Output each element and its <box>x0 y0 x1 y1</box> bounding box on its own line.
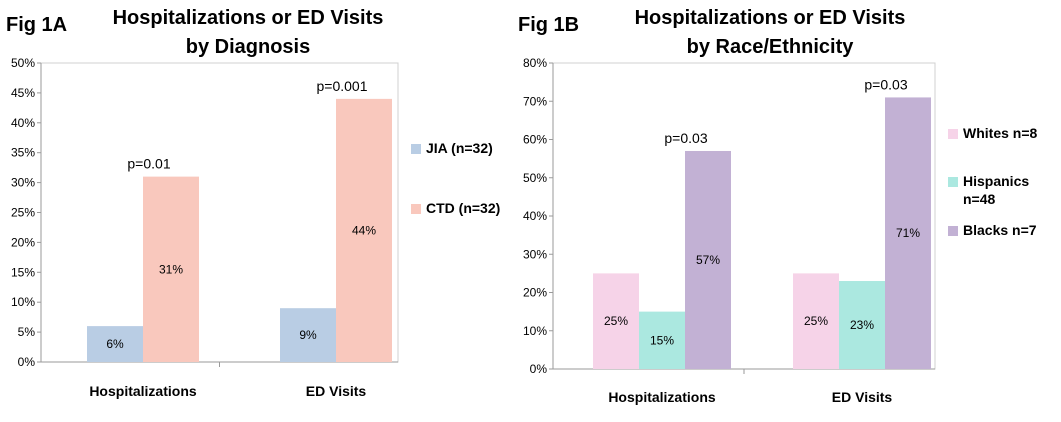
fig-1a-bar-jia-ed-visits <box>280 308 336 362</box>
fig-1a-y-tick-label: 45% <box>11 86 35 100</box>
fig-1b-legend-label: Hispanics <box>963 173 1029 189</box>
fig-1a-title-line-1: Hospitalizations or ED Visits <box>113 7 384 29</box>
fig-1b-category-label: Hospitalizations <box>608 389 716 405</box>
fig-1b-y-tick-label: 0% <box>530 362 548 376</box>
fig-1b-title-line-1: Hospitalizations or ED Visits <box>635 7 906 29</box>
fig-1a-legend-swatch <box>411 144 421 154</box>
fig-1a-title-line-2: by Diagnosis <box>186 36 310 58</box>
fig-1a-p-value: p=0.01 <box>127 156 170 172</box>
fig-1b-bar-whites-hospitalizations <box>593 273 639 369</box>
fig-1a-data-label: 9% <box>299 328 317 342</box>
fig-1a-y-tick-label: 5% <box>18 325 36 339</box>
fig-1a-legend-label: JIA (n=32) <box>426 140 493 156</box>
fig-1a-bar-ctd-ed-visits <box>336 98 392 362</box>
fig-1a-y-tick-label: 10% <box>11 295 35 309</box>
fig-1a-bar-jia-hospitalizations <box>87 326 143 362</box>
fig-1b-data-label: 71% <box>896 226 920 240</box>
fig-1b-y-tick-label: 40% <box>523 209 547 223</box>
fig-1a-bar-ctd-hospitalizations <box>143 176 199 362</box>
fig-1a-y-tick-label: 15% <box>11 265 35 279</box>
fig-1b-legend-label: n=48 <box>963 191 996 207</box>
fig-1b-p-value: p=0.03 <box>864 76 907 92</box>
fig-1b-bar-hispanics-hospitalizations <box>639 311 685 369</box>
fig-1b-data-label: 15% <box>650 333 674 347</box>
fig-1b-legend-swatch <box>948 177 958 187</box>
fig-1b-category-label: ED Visits <box>832 389 893 405</box>
fig-1b-bar-blacks-ed-visits <box>885 97 931 370</box>
fig-1a-category-label: ED Visits <box>306 383 367 399</box>
fig-1b-bar-blacks-hospitalizations <box>685 150 731 369</box>
fig-1a-y-tick-label: 50% <box>11 56 35 70</box>
fig-1b-bar-whites-ed-visits <box>793 273 839 369</box>
fig-1a-legend-swatch <box>411 204 421 214</box>
fig-1b-y-tick-label: 20% <box>523 286 547 300</box>
fig-1b-p-value: p=0.03 <box>664 130 707 146</box>
fig-1b-legend-swatch <box>948 226 958 236</box>
fig-1a-y-tick-label: 30% <box>11 176 35 190</box>
fig-1a-p-value: p=0.001 <box>317 78 368 94</box>
fig-1b-legend-label: Blacks n=7 <box>963 222 1037 238</box>
fig-1a-data-label: 6% <box>106 337 124 351</box>
fig-1a-y-tick-label: 25% <box>11 206 35 220</box>
fig-1a-category-label: Hospitalizations <box>89 383 197 399</box>
fig-1b-label: Fig 1B <box>518 14 579 36</box>
fig-1b-legend-label: Whites n=8 <box>963 125 1038 141</box>
fig-1a-data-label: 31% <box>159 262 183 276</box>
fig-1a-y-tick-label: 20% <box>11 235 35 249</box>
fig-1b-y-tick-label: 60% <box>523 133 547 147</box>
fig-1a-y-tick-label: 35% <box>11 146 35 160</box>
chart-1b: 0% 10% 20% 30% 40% 50% 60% 70% 80% Hospitalizatio… <box>523 56 1038 405</box>
fig-1a-y-tick-label: 40% <box>11 116 35 130</box>
fig-1b-y-tick-label: 80% <box>523 56 547 70</box>
fig-1b-data-label: 25% <box>804 314 828 328</box>
fig-1b-bar-hispanics-ed-visits <box>839 281 885 369</box>
chart-1a: 0% 5% 10% 15% 20% 25% 30% 35% 40% 45% 50% Hospitali… <box>11 56 500 399</box>
fig-1a-y-tick-label: 0% <box>18 355 36 369</box>
fig-1a-data-label: 44% <box>352 223 376 237</box>
fig-1b-y-tick-label: 10% <box>523 324 547 338</box>
fig-1a-label: Fig 1A <box>6 14 67 36</box>
fig-1b-data-label: 23% <box>850 318 874 332</box>
fig-1b-y-tick-label: 50% <box>523 171 547 185</box>
fig-1a-legend-label: CTD (n=32) <box>426 200 500 216</box>
fig-1b-y-tick-label: 30% <box>523 247 547 261</box>
fig-1b-data-label: 57% <box>696 253 720 267</box>
fig-1b-y-tick-label: 70% <box>523 94 547 108</box>
fig-1b-legend-swatch <box>948 129 958 139</box>
fig-1b-data-label: 25% <box>604 314 628 328</box>
fig-1b-title-line-2: by Race/Ethnicity <box>687 36 855 58</box>
